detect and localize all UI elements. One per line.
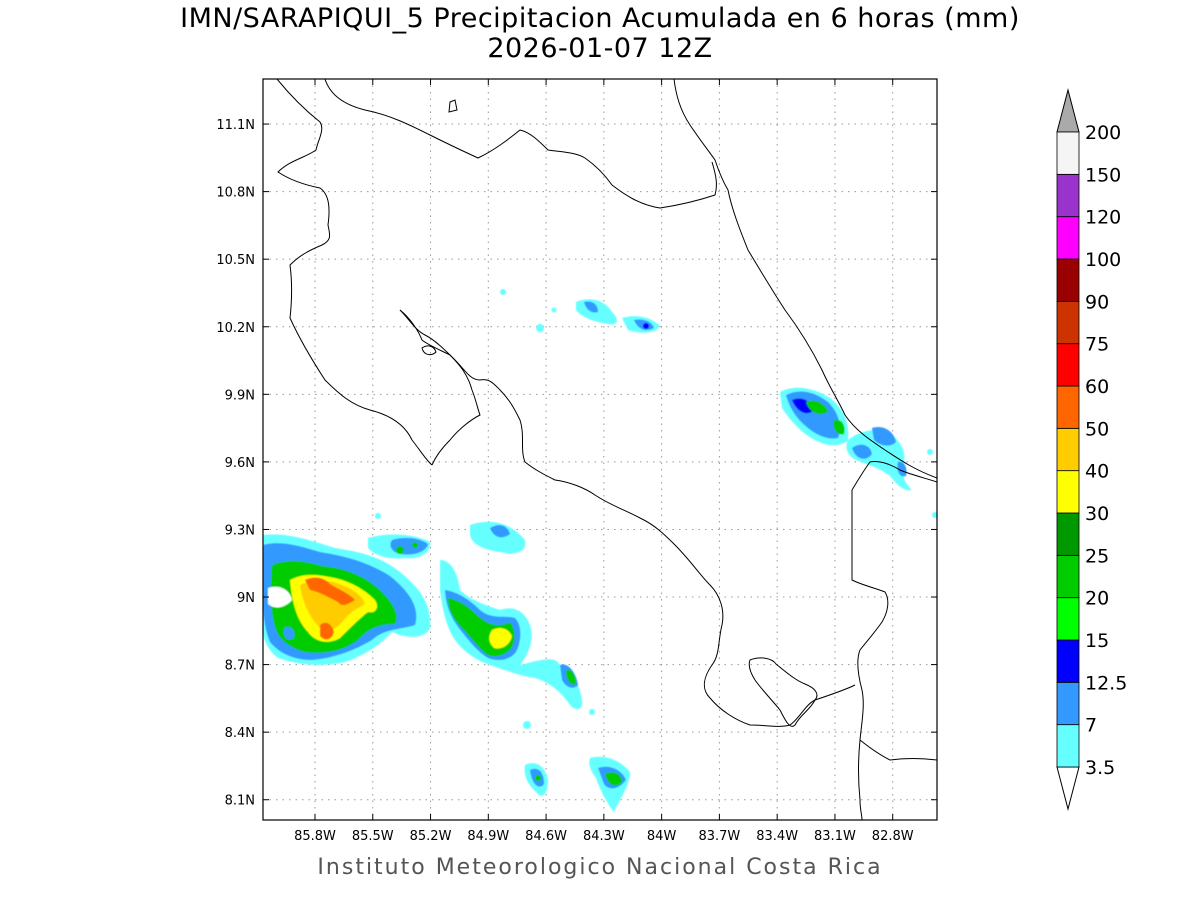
plot-area: [263, 79, 937, 820]
lat-tick-label: 10.2N: [216, 321, 255, 336]
colorbar-swatch: [1056, 131, 1080, 175]
colorbar-swatch: [1056, 300, 1080, 345]
precip-cells-southcoast: [368, 513, 630, 812]
colorbar-swatch: [1056, 597, 1080, 641]
colorbar-under-triangle: [1056, 766, 1080, 811]
plot-frame: [262, 78, 938, 821]
lon-tick-label: 83.4W: [756, 829, 798, 844]
colorbar-label: 100: [1085, 249, 1121, 271]
colorbar-swatch: [1056, 470, 1080, 514]
colorbar-swatch: [1056, 512, 1080, 556]
colorbar: 3.5 7 12.5 15 20 25 30 40 50 60 75 90 100 120 150 200: [1056, 88, 1127, 811]
lon-tick-label: 84W: [647, 829, 677, 844]
lon-tick-label: 83.1W: [814, 829, 856, 844]
lat-tick-label: 10.8N: [216, 186, 255, 201]
colorbar-swatch: [1056, 554, 1080, 599]
osa-peninsula: [748, 657, 818, 727]
lon-tick-label: 84.3W: [583, 829, 625, 844]
lat-tick-label: 9.9N: [225, 388, 255, 403]
colorbar-label: 40: [1085, 461, 1109, 483]
colorbar-swatch: [1056, 724, 1080, 768]
island-small: [448, 99, 458, 113]
colorbar-label: 25: [1085, 545, 1109, 567]
nicoya-gulf: [399, 309, 856, 727]
precip-system-southwest: [263, 534, 431, 665]
lat-tick-label: 8.4N: [225, 726, 255, 741]
map-subtitle-date: 2026-01-07 12Z: [487, 33, 713, 64]
lat-tick-label: 8.1N: [225, 794, 255, 809]
colorbar-label: 120: [1085, 207, 1121, 229]
colorbar-label: 50: [1085, 418, 1109, 440]
colorbar-label: 90: [1085, 291, 1109, 313]
lon-tick-label: 83.7W: [698, 829, 740, 844]
precip-cells-caribbean: [780, 387, 937, 518]
lat-tick-label: 9N: [237, 591, 255, 606]
colorbar-swatch: [1056, 639, 1080, 683]
gulf-inner: [399, 309, 481, 466]
lon-tick-label: 82.8W: [872, 829, 914, 844]
lon-tick-label: 84.6W: [525, 829, 567, 844]
colorbar-swatch: [1056, 681, 1080, 726]
lon-tick-label: 85.2W: [410, 829, 452, 844]
colorbar-label: 200: [1085, 122, 1121, 144]
colorbar-label: 75: [1085, 334, 1109, 356]
colorbar-label: 150: [1085, 164, 1121, 186]
lat-tick-label: 9.3N: [225, 523, 255, 538]
panama-border: [851, 461, 937, 820]
colorbar-over-triangle: [1056, 88, 1080, 133]
lat-tick-label: 8.7N: [225, 659, 255, 674]
burica: [859, 739, 937, 761]
chirripo-island: [421, 345, 437, 356]
colorbar-label: 3.5: [1085, 757, 1115, 779]
map-title: IMN/SARAPIQUI_5 Precipitacion Acumulada …: [180, 3, 1020, 34]
nicaragua-border: [324, 79, 717, 209]
colorbar-swatch: [1056, 258, 1080, 302]
colorbar-swatch: [1056, 216, 1080, 260]
footer-credit: Instituto Meteorologico Nacional Costa R…: [317, 855, 883, 880]
lon-tick-label: 85.5W: [352, 829, 394, 844]
precipitation-shading: [263, 289, 937, 812]
colorbar-swatch: [1056, 343, 1080, 387]
colorbar-label: 20: [1085, 588, 1109, 610]
lon-tick-label: 84.9W: [467, 829, 509, 844]
coastlines-borders: [276, 79, 937, 820]
colorbar-label: 30: [1085, 503, 1109, 525]
colorbar-label: 60: [1085, 376, 1109, 398]
lat-tick-label: 9.6N: [225, 456, 255, 471]
colorbar-label: 7: [1085, 715, 1097, 737]
colorbar-label: 15: [1085, 630, 1109, 652]
precip-cells-north: [500, 289, 660, 333]
colorbar-swatch: [1056, 385, 1080, 429]
caribbean-coast: [673, 79, 937, 479]
colorbar-swatch: [1056, 427, 1080, 472]
lat-tick-label: 11.1N: [216, 118, 255, 133]
axes: 85.8W 85.5W 85.2W 84.9W 84.6W 84.3W 84W 83.7W 83…: [216, 79, 937, 844]
north-coast: [276, 79, 433, 466]
lat-tick-label: 10.5N: [216, 253, 255, 268]
colorbar-label: 12.5: [1085, 672, 1127, 694]
colorbar-swatch: [1056, 173, 1080, 218]
lon-tick-label: 85.8W: [294, 829, 336, 844]
